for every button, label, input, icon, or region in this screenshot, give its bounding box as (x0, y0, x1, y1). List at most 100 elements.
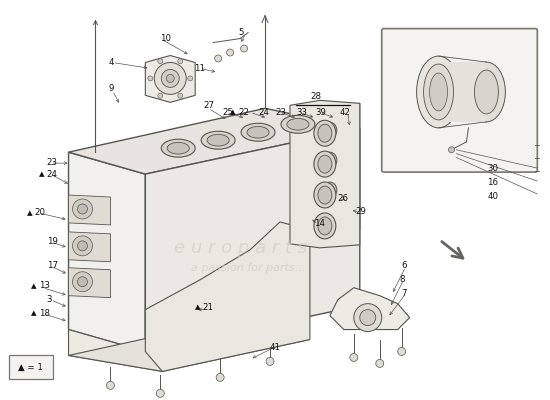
Polygon shape (318, 103, 360, 238)
Text: 9: 9 (108, 84, 114, 93)
Text: 17: 17 (47, 261, 58, 270)
Text: ▲: ▲ (230, 109, 236, 115)
Bar (9, 356, 53, 379)
Ellipse shape (161, 139, 195, 157)
Ellipse shape (314, 213, 336, 239)
Circle shape (158, 93, 163, 98)
Ellipse shape (287, 118, 309, 130)
Ellipse shape (416, 56, 460, 128)
Circle shape (214, 55, 222, 62)
Ellipse shape (207, 134, 229, 146)
Text: 14: 14 (314, 220, 325, 228)
Circle shape (73, 272, 92, 292)
Text: 33: 33 (296, 108, 307, 117)
Text: ▲: ▲ (195, 305, 200, 311)
Ellipse shape (326, 155, 334, 165)
Text: ▲: ▲ (27, 210, 32, 216)
Text: ▲ = 1: ▲ = 1 (18, 363, 43, 372)
Text: 40: 40 (487, 192, 498, 200)
Circle shape (354, 304, 382, 332)
Ellipse shape (314, 182, 336, 208)
Ellipse shape (241, 123, 275, 141)
Text: 24: 24 (47, 170, 58, 178)
Circle shape (178, 93, 183, 98)
Circle shape (158, 59, 163, 64)
Circle shape (148, 76, 153, 81)
Text: ▲: ▲ (31, 311, 37, 317)
Circle shape (107, 381, 114, 389)
Text: 23: 23 (275, 108, 286, 117)
Circle shape (350, 354, 358, 362)
Text: 21: 21 (202, 303, 213, 312)
Text: 6: 6 (402, 261, 407, 270)
FancyBboxPatch shape (382, 28, 537, 172)
Circle shape (156, 389, 164, 397)
Ellipse shape (318, 155, 332, 173)
Circle shape (448, 147, 454, 153)
Text: 10: 10 (160, 34, 171, 43)
Ellipse shape (468, 62, 505, 122)
Polygon shape (69, 108, 360, 174)
Polygon shape (69, 268, 111, 298)
Ellipse shape (430, 73, 448, 111)
Circle shape (78, 241, 87, 251)
Polygon shape (145, 56, 195, 102)
Text: 27: 27 (203, 101, 214, 110)
Ellipse shape (201, 131, 235, 149)
Ellipse shape (281, 115, 315, 133)
Text: 16: 16 (487, 178, 498, 186)
Text: 39: 39 (315, 108, 326, 117)
Bar (438, 62, 486, 122)
Circle shape (73, 199, 92, 219)
Text: 22: 22 (238, 108, 249, 117)
Circle shape (266, 358, 274, 366)
Text: 25: 25 (222, 108, 233, 117)
Ellipse shape (323, 182, 337, 198)
Text: a passion for parts...: a passion for parts... (191, 263, 305, 273)
Text: 19: 19 (47, 237, 57, 246)
Text: 42: 42 (340, 108, 351, 117)
Text: 41: 41 (270, 343, 281, 352)
Text: 7: 7 (402, 289, 407, 298)
Text: 18: 18 (39, 309, 50, 318)
Circle shape (161, 70, 179, 87)
Text: 23: 23 (47, 158, 58, 167)
Text: 24: 24 (258, 108, 269, 117)
Circle shape (73, 236, 92, 256)
Ellipse shape (318, 124, 332, 142)
Polygon shape (69, 324, 310, 372)
Polygon shape (69, 330, 162, 372)
Text: ▲: ▲ (31, 283, 37, 289)
Ellipse shape (318, 186, 332, 204)
Circle shape (188, 76, 192, 81)
Ellipse shape (424, 64, 454, 120)
Text: 30: 30 (487, 164, 498, 173)
Text: 29: 29 (356, 208, 367, 216)
Circle shape (240, 45, 248, 52)
Ellipse shape (323, 152, 337, 168)
Circle shape (155, 62, 186, 94)
Circle shape (166, 74, 174, 82)
Ellipse shape (326, 126, 334, 135)
Text: 11: 11 (194, 64, 205, 73)
Polygon shape (145, 222, 310, 372)
Ellipse shape (314, 151, 336, 177)
Text: 28: 28 (310, 92, 321, 101)
Circle shape (78, 204, 87, 214)
Text: 4: 4 (108, 58, 114, 67)
Ellipse shape (314, 120, 336, 146)
Text: e u r o p a r t s: e u r o p a r t s (174, 239, 306, 257)
Ellipse shape (475, 70, 498, 114)
Polygon shape (330, 288, 410, 330)
Text: 5: 5 (238, 28, 244, 37)
Ellipse shape (167, 142, 189, 154)
Polygon shape (69, 152, 145, 352)
Ellipse shape (326, 185, 334, 195)
Text: 3: 3 (47, 295, 52, 304)
Polygon shape (69, 232, 111, 262)
Circle shape (227, 49, 234, 56)
Circle shape (398, 348, 406, 356)
Polygon shape (290, 100, 360, 248)
Text: 20: 20 (35, 208, 46, 218)
Text: 26: 26 (338, 194, 349, 202)
